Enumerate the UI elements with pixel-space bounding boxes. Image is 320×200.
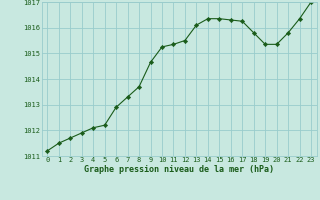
X-axis label: Graphe pression niveau de la mer (hPa): Graphe pression niveau de la mer (hPa) [84,165,274,174]
